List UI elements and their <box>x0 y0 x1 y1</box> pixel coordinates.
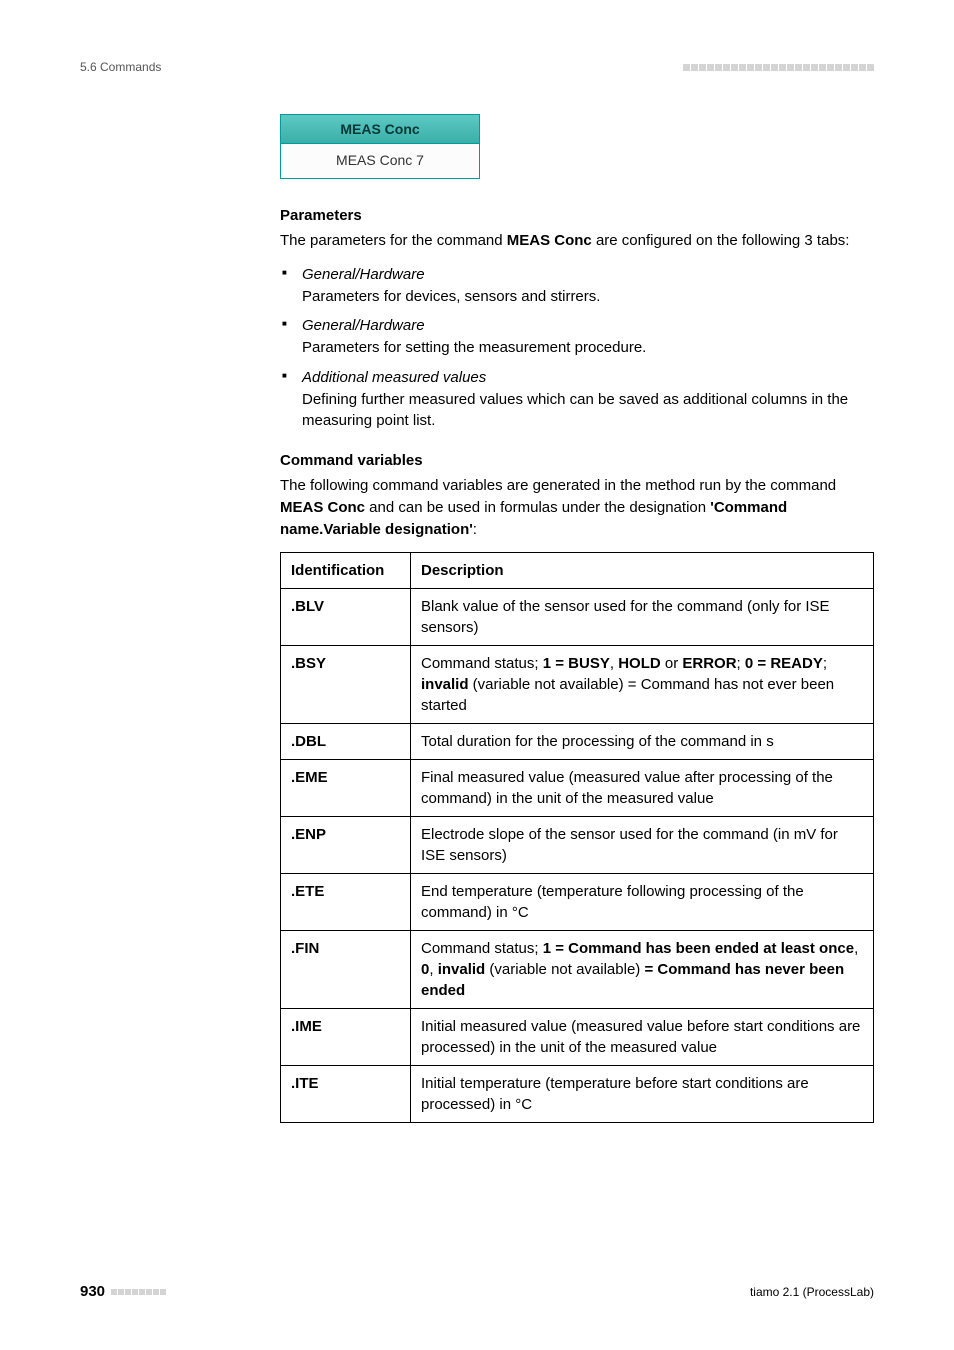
list-item: General/Hardware Parameters for setting … <box>302 315 874 359</box>
command-box: MEAS Conc MEAS Conc 7 <box>280 114 480 179</box>
command-box-title: MEAS Conc <box>281 115 479 144</box>
page-footer: 930 tiamo 2.1 (ProcessLab) <box>80 1283 874 1300</box>
table-row: .ETEEnd temperature (temperature followi… <box>281 874 874 931</box>
table-row: .BLVBlank value of the sensor used for t… <box>281 589 874 646</box>
parameters-intro: The parameters for the command MEAS Conc… <box>280 230 874 252</box>
bullet-desc: Defining further measured values which c… <box>302 391 848 430</box>
var-desc: Blank value of the sensor used for the c… <box>411 589 874 646</box>
command-variables-heading: Command variables <box>280 452 874 469</box>
page-number: 930 <box>80 1283 105 1300</box>
var-id: .ETE <box>281 874 411 931</box>
table-header-row: Identification Description <box>281 553 874 589</box>
table-row: .ENPElectrode slope of the sensor used f… <box>281 817 874 874</box>
bullet-title: General/Hardware <box>302 266 425 283</box>
parameters-list: General/Hardware Parameters for devices,… <box>280 264 874 432</box>
var-id: .BLV <box>281 589 411 646</box>
var-id: .FIN <box>281 931 411 1009</box>
table-row: .IMEInitial measured value (measured val… <box>281 1009 874 1066</box>
var-id: .DBL <box>281 724 411 760</box>
command-box-body: MEAS Conc 7 <box>281 144 479 178</box>
table-row: .BSYCommand status; 1 = BUSY, HOLD or ER… <box>281 646 874 724</box>
var-desc: Initial temperature (temperature before … <box>411 1066 874 1123</box>
column-header-id: Identification <box>281 553 411 589</box>
parameters-heading: Parameters <box>280 207 874 224</box>
var-id: .ENP <box>281 817 411 874</box>
list-item: General/Hardware Parameters for devices,… <box>302 264 874 308</box>
command-name-bold: MEAS Conc <box>507 232 592 249</box>
table-row: .EMEFinal measured value (measured value… <box>281 760 874 817</box>
var-id: .EME <box>281 760 411 817</box>
header-decoration-squares <box>683 64 874 71</box>
var-desc: Final measured value (measured value aft… <box>411 760 874 817</box>
var-desc: Initial measured value (measured value b… <box>411 1009 874 1066</box>
table-row: .FINCommand status; 1 = Command has been… <box>281 931 874 1009</box>
footer-decoration-squares <box>111 1289 166 1295</box>
bullet-desc: Parameters for devices, sensors and stir… <box>302 288 600 305</box>
text: The following command variables are gene… <box>280 477 836 494</box>
list-item: Additional measured values Defining furt… <box>302 367 874 432</box>
var-desc: End temperature (temperature following p… <box>411 874 874 931</box>
command-variables-table: Identification Description .BLVBlank val… <box>280 552 874 1123</box>
var-id: .BSY <box>281 646 411 724</box>
product-label: tiamo 2.1 (ProcessLab) <box>750 1285 874 1299</box>
text: and can be used in formulas under the de… <box>365 499 710 516</box>
var-desc: Command status; 1 = Command has been end… <box>411 931 874 1009</box>
command-name-bold: MEAS Conc <box>280 499 365 516</box>
table-row: .DBLTotal duration for the processing of… <box>281 724 874 760</box>
command-variables-intro: The following command variables are gene… <box>280 475 874 540</box>
section-label: 5.6 Commands <box>80 60 161 74</box>
var-desc: Total duration for the processing of the… <box>411 724 874 760</box>
table-body: .BLVBlank value of the sensor used for t… <box>281 589 874 1123</box>
text: are configured on the following 3 tabs: <box>592 232 850 249</box>
text: : <box>473 521 477 538</box>
text: The parameters for the command <box>280 232 507 249</box>
table-row: .ITEInitial temperature (temperature bef… <box>281 1066 874 1123</box>
bullet-desc: Parameters for setting the measurement p… <box>302 339 646 356</box>
footer-left: 930 <box>80 1283 166 1300</box>
column-header-desc: Description <box>411 553 874 589</box>
bullet-title: Additional measured values <box>302 369 486 386</box>
page-header: 5.6 Commands <box>80 60 874 74</box>
var-desc: Electrode slope of the sensor used for t… <box>411 817 874 874</box>
var-id: .ITE <box>281 1066 411 1123</box>
var-desc: Command status; 1 = BUSY, HOLD or ERROR;… <box>411 646 874 724</box>
var-id: .IME <box>281 1009 411 1066</box>
bullet-title: General/Hardware <box>302 317 425 334</box>
